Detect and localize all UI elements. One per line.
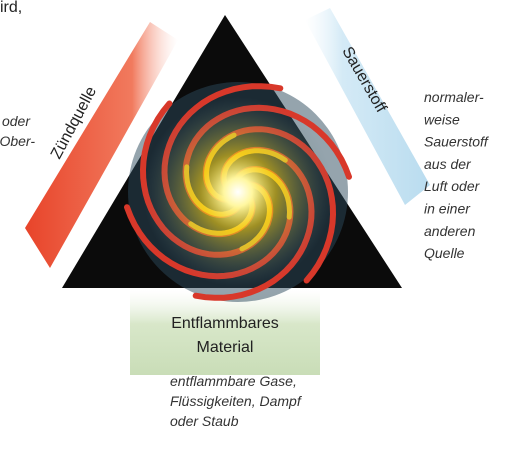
left-note-line: Ober- [0,133,35,149]
fuel-label: Material [197,339,254,356]
fire-triangle: ird, oder Ober- Zündquelle Sauerstoff En… [0,0,509,459]
fuel-panel [130,290,320,375]
fuel-note-line: Flüssigkeiten, Dampf [170,393,303,409]
top-fragment: ird, [0,0,22,16]
fuel-note-line: oder Staub [170,413,239,429]
oxygen-note-line: aus der [424,156,472,172]
oxygen-note-line: Luft oder [424,178,481,194]
glow [143,97,333,287]
oxygen-note-line: normaler- [424,89,484,105]
fuel-note-line: entflammbare Gase, [170,373,297,389]
oxygen-note-line: anderen [424,223,476,239]
oxygen-note-line: weise [424,111,460,127]
oxygen-note-line: in einer [424,201,471,217]
fuel-note: entflammbare Gase, Flüssigkeiten, Dampf od… [170,373,303,429]
oxygen-note: normaler-weise Sauerstoff aus der Luft oder… [424,89,490,261]
left-note-line: oder [2,113,31,129]
oxygen-note-line: Quelle [424,245,465,261]
fuel-label: Entflammbares [171,315,279,332]
oxygen-note-line: Sauerstoff [424,134,490,150]
